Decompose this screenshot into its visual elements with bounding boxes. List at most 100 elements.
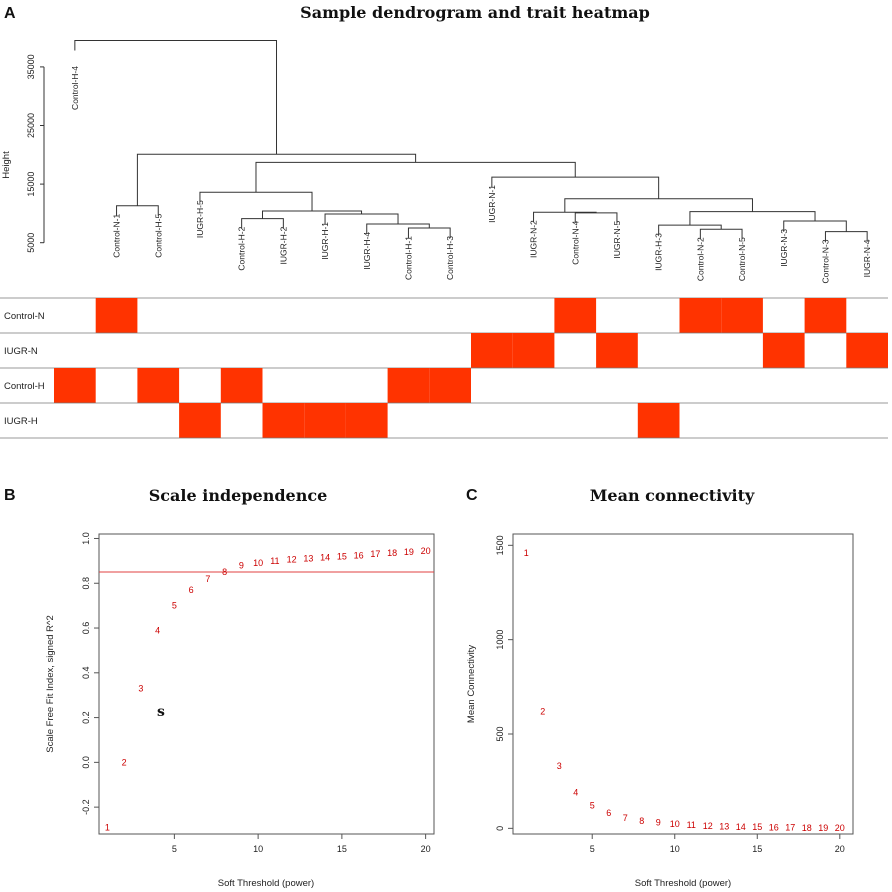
heatmap-cell [596,333,638,368]
dendrogram-y-label: Height [1,151,12,179]
trait-heatmap: Control-N IUGR-N Control-H IUGR-H [0,297,888,439]
heatmap-cell [137,368,180,403]
y-tick-label: 0 [495,826,505,831]
data-point-label: 5 [172,601,177,611]
dendrogram-leaf-label: IUGR-H-1 [320,222,330,260]
data-point-label: 8 [222,567,227,577]
x-tick-label: 20 [835,844,845,854]
y-tick-label: 1500 [495,535,505,555]
data-point-label: 2 [122,757,127,767]
x-tick-label: 15 [752,844,762,854]
data-point-label: 20 [835,823,845,833]
x-tick-label: 15 [337,844,347,854]
y-tick-label: 1.0 [81,532,91,545]
panel-c-x-label: Soft Threshold (power) [635,878,731,889]
heatmap-cell [429,368,471,403]
panel-a-letter: A [4,5,16,22]
dendrogram-y-tick-label: 15000 [26,172,36,197]
dendrogram-leaf-label: Control-N-1 [112,214,122,258]
data-point-label: 1 [524,548,529,558]
dendrogram-leaf-label: IUGR-H-4 [362,232,372,270]
data-point-label: 2 [540,706,545,716]
panel-b-y-label: Scale Free Fit Index, signed R^2 [45,615,56,753]
data-point-label: 10 [670,819,680,829]
dendrogram-branch [574,212,618,223]
heatmap-cell [721,298,763,333]
dendrogram-branch [366,223,430,234]
heatmap-trait-label: Control-N [4,311,45,322]
dendrogram: 5000 15000 25000 35000 Control-H-4 Control-N-… [26,40,872,284]
dendrogram-branch [407,227,451,239]
data-point-label: 4 [573,787,578,797]
y-tick-label: 1000 [495,630,505,650]
data-point-label: 16 [354,550,364,560]
data-point-label: 13 [719,821,729,831]
dendrogram-leaf-label: IUGR-N-1 [487,185,497,223]
data-point-label: 5 [590,801,595,811]
heatmap-cell [304,403,346,438]
dendrogram-leaf-label: Control-H-1 [403,236,413,280]
data-point-label: 1 [105,822,110,832]
heatmap-cell [846,333,888,368]
dendrogram-branch [324,213,399,224]
dendrogram-y-tick-label: 25000 [26,113,36,138]
dendrogram-leaf-label: IUGR-H-5 [195,200,205,238]
heatmap-cell [512,333,555,368]
data-point-label: 15 [752,822,762,832]
data-point-label: 14 [320,553,330,563]
data-point-label: 3 [557,761,562,771]
panel-b-title: Scale independence [149,486,328,505]
data-point-label: 17 [370,549,380,559]
data-point-label: 14 [736,822,746,832]
panel-c-y-label: Mean Connectivity [466,645,477,723]
heatmap-cell [637,403,680,438]
dendrogram-leaf-label: Control-H-4 [70,66,80,110]
heatmap-cell [471,333,513,368]
panel-c-frame [512,533,854,835]
heatmap-trait-label: Control-H [4,381,45,392]
x-tick-label: 5 [172,844,177,854]
heatmap-cell [804,298,847,333]
dendrogram-leaf-label: Control-N-4 [570,221,580,265]
dendrogram-branch [699,228,743,240]
panel-b-letter: B [4,487,16,504]
y-tick-label: 0.0 [81,756,91,769]
y-tick-label: 0.4 [81,667,91,680]
data-point-label: 19 [404,547,414,557]
dendrogram-branch [658,224,722,236]
heatmap-cell [762,333,805,368]
data-point-label: 18 [802,823,812,833]
y-tick-label: 0.8 [81,577,91,590]
dendrogram-branch [262,210,363,219]
heatmap-cell [220,368,263,403]
dendrogram-leaf-label: Control-N-2 [695,237,705,281]
dendrogram-leaf-label: IUGR-H-3 [654,233,664,271]
x-tick-label: 10 [253,844,263,854]
dendrogram-branch [689,211,816,226]
dendrogram-branch [199,191,313,212]
data-point-label: 16 [769,822,779,832]
x-tick-label: 10 [670,844,680,854]
panel-b-frame [98,533,435,835]
x-tick-label: 20 [421,844,431,854]
panel-a-title: Sample dendrogram and trait heatmap [300,3,650,22]
data-point-label: 10 [253,558,263,568]
dendrogram-branch [783,220,847,232]
dendrogram-leaf-label: Control-H-5 [153,214,163,258]
dendrogram-leaf-label: IUGR-N-4 [862,239,872,277]
heatmap-trait-label: IUGR-H [4,416,38,427]
heatmap-cell [345,403,388,438]
heatmap-cell [54,368,96,403]
data-point-label: 8 [639,816,644,826]
heatmap-trait-label: IUGR-N [4,346,38,357]
y-tick-label: 0.6 [81,622,91,635]
y-tick-label: -0.2 [81,799,91,815]
data-point-label: 6 [189,585,194,595]
data-point-label: 19 [818,823,828,833]
data-point-label: 11 [270,556,279,566]
dendrogram-leaf-label: Control-H-3 [445,236,455,280]
x-tick-label: 5 [590,844,595,854]
